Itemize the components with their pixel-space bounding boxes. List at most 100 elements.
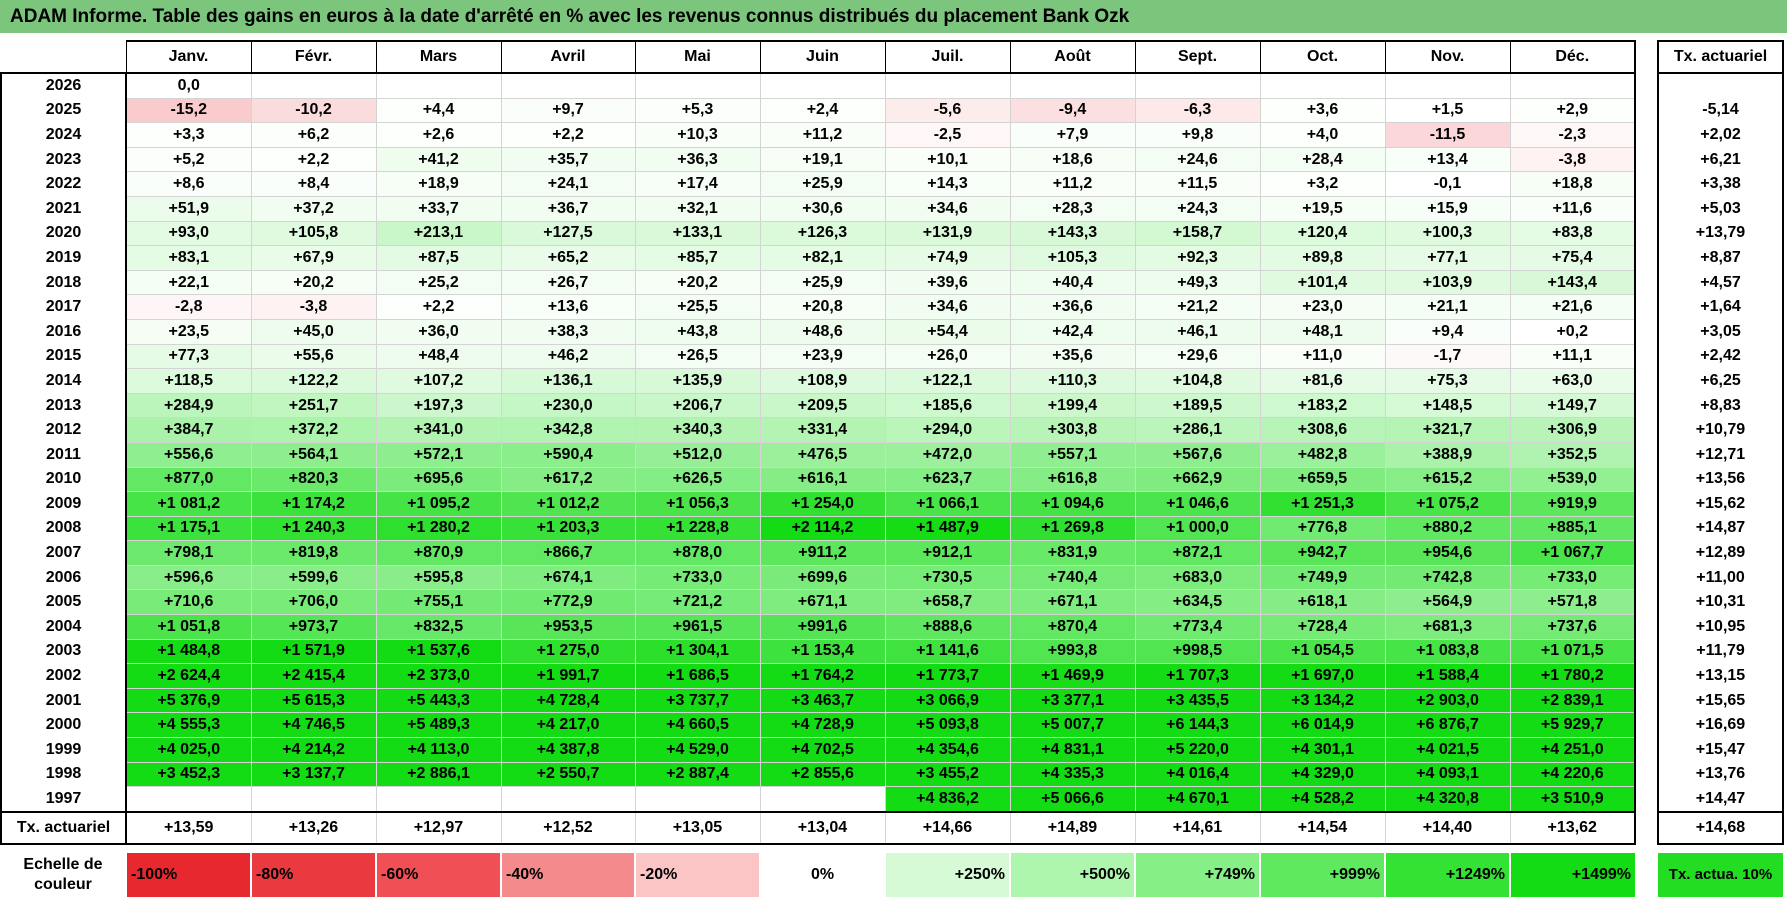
table-row: 2016 +23,5 +45,0 +36,0 +38,3 +43,8 +48,6 +54,4 +… xyxy=(0,318,1784,345)
gain-cell: +1 094,6 xyxy=(1009,491,1136,517)
gain-cell: +885,1 xyxy=(1509,515,1636,542)
table-row: 2002 +2 624,4 +2 415,4 +2 373,0 +1 991,7 +1 6… xyxy=(0,663,1784,689)
color-scale-swatch: +1249% xyxy=(1384,852,1510,897)
gain-cell: +38,3 xyxy=(500,318,636,345)
gain-cell: +5 489,3 xyxy=(375,712,502,739)
gain-cell: +26,5 xyxy=(634,343,761,370)
gain-cell: +1 081,2 xyxy=(125,491,252,517)
gain-cell: +1 251,3 xyxy=(1259,491,1386,517)
gain-cell: +24,1 xyxy=(500,171,636,197)
gain-cell: +9,4 xyxy=(1384,318,1511,345)
gain-cell: +1 697,0 xyxy=(1259,663,1386,689)
gain-cell: +1 175,1 xyxy=(125,515,252,542)
gain-cell: +74,9 xyxy=(884,245,1011,271)
gain-cell: +749,9 xyxy=(1259,564,1386,591)
gain-cell: +1 707,3 xyxy=(1134,663,1261,689)
tx-actuariel-value: +14,47 xyxy=(1657,786,1784,812)
gain-cell: +991,6 xyxy=(759,614,886,640)
gain-cell xyxy=(500,786,636,813)
gain-cell: +28,4 xyxy=(1259,146,1386,173)
gain-cell: +772,9 xyxy=(500,589,636,616)
table-row: 2020 +93,0 +105,8 +213,1 +127,5 +133,1 +126,3 +… xyxy=(0,220,1784,247)
gain-cell: +556,6 xyxy=(125,441,252,468)
gain-cell: +81,6 xyxy=(1259,368,1386,394)
gain-cell: +20,2 xyxy=(634,269,761,296)
gain-cell: +13,6 xyxy=(500,294,636,320)
gain-cell: +11,0 xyxy=(1259,343,1386,370)
tx-actuariel-value: +5,03 xyxy=(1657,196,1784,222)
tx-actuariel-value: +15,47 xyxy=(1657,737,1784,763)
totals-cell: +14,61 xyxy=(1134,810,1260,845)
gain-cell: +32,1 xyxy=(634,195,761,222)
tx-actuariel-value: +14,87 xyxy=(1657,516,1784,541)
gain-cell: +623,7 xyxy=(884,466,1011,493)
gain-cell: +3 377,1 xyxy=(1009,687,1136,714)
gain-cell: +23,0 xyxy=(1259,294,1386,320)
gain-cell: +4 660,5 xyxy=(634,712,761,739)
gain-cell: -3,8 xyxy=(250,294,377,320)
table-row: 2000 +4 555,3 +4 746,5 +5 489,3 +4 217,0 +4 6… xyxy=(0,712,1784,739)
gain-cell xyxy=(759,72,886,99)
table-row: 2009 +1 081,2 +1 174,2 +1 095,2 +1 012,2 +1 0… xyxy=(0,491,1784,517)
gain-cell: +46,2 xyxy=(500,343,636,370)
tx-actuariel-value: +4,57 xyxy=(1657,270,1784,295)
tx-actuariel-value: +13,79 xyxy=(1657,221,1784,246)
gain-cell: +5 929,7 xyxy=(1509,712,1636,739)
totals-cell: +12,97 xyxy=(375,810,501,845)
tx-actuariel-value xyxy=(1657,73,1784,99)
gain-cell: +107,2 xyxy=(375,368,502,394)
gain-cell: +706,0 xyxy=(250,589,377,616)
totals-cell: +13,26 xyxy=(250,810,376,845)
year-label: 2004 xyxy=(0,614,127,640)
gain-cell: +284,9 xyxy=(125,392,252,419)
gain-cell: +961,5 xyxy=(634,614,761,640)
gain-cell: +2 903,0 xyxy=(1384,687,1511,714)
gain-cell: +122,1 xyxy=(884,368,1011,394)
gain-cell: +1 588,4 xyxy=(1384,663,1511,689)
gain-cell: +13,4 xyxy=(1384,146,1511,173)
gain-cell: +21,6 xyxy=(1509,294,1636,320)
gain-cell: +1 174,2 xyxy=(250,491,377,517)
gain-cell xyxy=(125,786,252,813)
year-label: 2010 xyxy=(0,467,127,492)
table-row: 2019 +83,1 +67,9 +87,5 +65,2 +85,7 +82,1 +74,9 +… xyxy=(0,245,1784,271)
gain-cell: +10,1 xyxy=(884,146,1011,173)
gain-cell: +742,8 xyxy=(1384,564,1511,591)
gain-cell: +2,4 xyxy=(759,97,886,124)
gain-cell: +26,7 xyxy=(500,269,636,296)
gain-cell: -0,1 xyxy=(1384,171,1511,197)
gain-cell: +25,5 xyxy=(634,294,761,320)
gain-cell: +209,5 xyxy=(759,392,886,419)
gain-cell: +23,5 xyxy=(125,318,252,345)
gain-cell: +15,9 xyxy=(1384,195,1511,222)
color-scale-swatch: -100% xyxy=(125,852,251,897)
gain-cell: +35,6 xyxy=(1009,343,1136,370)
totals-cell: +13,04 xyxy=(759,810,885,845)
gain-cell: 0,0 xyxy=(125,72,252,99)
tx-actuariel-value: +12,71 xyxy=(1657,442,1784,467)
gain-cell: +866,7 xyxy=(500,540,636,566)
month-header: Juil. xyxy=(884,40,1010,74)
gain-cell: +1 269,8 xyxy=(1009,515,1136,542)
column-gap xyxy=(1635,811,1658,844)
column-gap xyxy=(1635,565,1658,590)
gain-cell: +183,2 xyxy=(1259,392,1386,419)
gain-cell: +1 153,4 xyxy=(759,638,886,665)
gain-cell: +118,5 xyxy=(125,368,252,394)
tx-actuariel-value: +1,64 xyxy=(1657,294,1784,320)
color-scale-row: Echelle de couleur -100% -80% -60% -40% -20% 0… xyxy=(1,852,1783,897)
gain-cell: +37,2 xyxy=(250,195,377,222)
gain-cell: +22,1 xyxy=(125,269,252,296)
gain-cell: +127,5 xyxy=(500,220,636,247)
gain-cell: +213,1 xyxy=(375,220,502,247)
gain-cell: +306,9 xyxy=(1509,417,1636,443)
color-scale-swatch: -60% xyxy=(375,852,501,897)
gain-cell: +973,7 xyxy=(250,614,377,640)
column-gap xyxy=(1635,712,1658,738)
gain-cell: +3,3 xyxy=(125,122,252,148)
gain-cell: +4 335,3 xyxy=(1009,761,1136,788)
gain-cell: +3 134,2 xyxy=(1259,687,1386,714)
year-label: 2016 xyxy=(0,319,127,345)
column-gap xyxy=(1635,737,1658,763)
gain-cell: +101,4 xyxy=(1259,269,1386,296)
